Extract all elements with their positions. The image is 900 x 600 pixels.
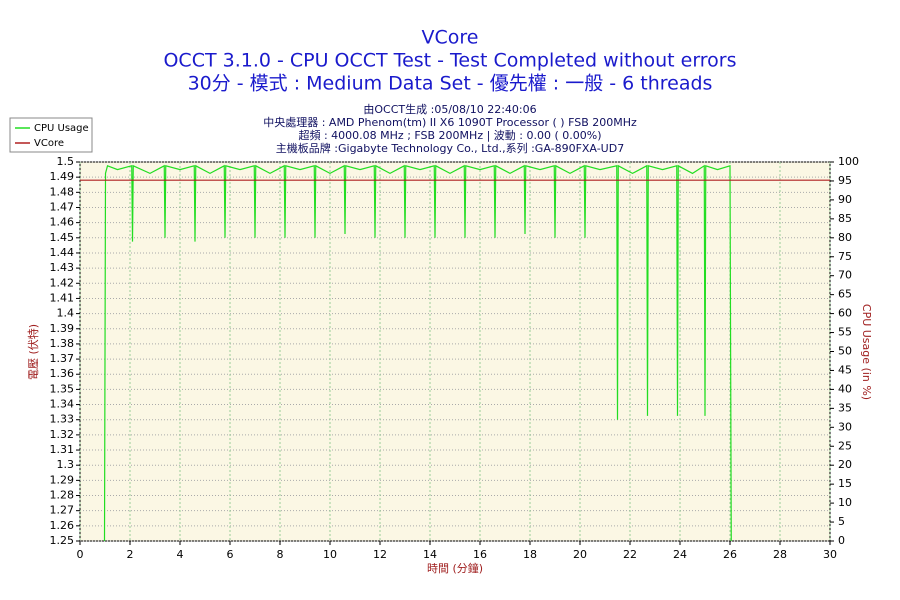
y-tick-label: 1.27 (50, 504, 75, 517)
y2-tick-label: 55 (838, 326, 852, 339)
y2-tick-label: 30 (838, 420, 852, 433)
x-tick-label: 20 (573, 548, 587, 561)
y2-tick-label: 40 (838, 382, 852, 395)
x-tick-label: 16 (473, 548, 487, 561)
x-tick-label: 12 (373, 548, 387, 561)
y-tick-label: 1.41 (50, 291, 75, 304)
x-tick-label: 14 (423, 548, 437, 561)
x-tick-label: 18 (523, 548, 537, 561)
legend (9, 117, 93, 153)
legend-label: VCore (34, 138, 64, 149)
y-tick-label: 1.49 (50, 170, 75, 183)
y-tick-label: 1.4 (57, 307, 75, 320)
x-tick-label: 30 (823, 548, 837, 561)
y-tick-label: 1.47 (50, 200, 75, 213)
legend-label: CPU Usage (34, 123, 89, 134)
y2-tick-label: 5 (838, 515, 845, 528)
y2-tick-label: 60 (838, 307, 852, 320)
y-axis-label: 電壓 (伏特) (26, 324, 40, 380)
y2-tick-label: 90 (838, 193, 852, 206)
y-tick-label: 1.33 (50, 413, 75, 426)
x-axis-label: 時間 (分鐘) (427, 561, 483, 575)
y-tick-label: 1.28 (50, 489, 75, 502)
y2-tick-label: 15 (838, 477, 852, 490)
y2-tick-label: 25 (838, 439, 852, 452)
y-tick-label: 1.37 (50, 352, 75, 365)
y-tick-label: 1.35 (50, 382, 75, 395)
y2-tick-label: 80 (838, 231, 852, 244)
y2-tick-label: 85 (838, 212, 852, 225)
y-tick-label: 1.31 (50, 443, 75, 456)
y-tick-label: 1.43 (50, 261, 75, 274)
y2-tick-label: 65 (838, 288, 852, 301)
x-tick-label: 6 (227, 548, 234, 561)
y-tick-label: 1.48 (50, 185, 75, 198)
y2-tick-label: 95 (838, 174, 852, 187)
x-tick-label: 26 (723, 548, 737, 561)
annotation: 超頻 : 4000.08 MHz ; FSB 200MHz | 波動 : 0.0… (298, 128, 601, 142)
y2-tick-label: 70 (838, 269, 852, 282)
y2-tick-label: 75 (838, 250, 852, 263)
y-tick-label: 1.36 (50, 367, 75, 380)
y-tick-label: 1.45 (50, 231, 75, 244)
data-line (103, 164, 732, 542)
y-tick-label: 1.38 (50, 337, 75, 350)
plot-area (79, 161, 831, 542)
y2-tick-label: 35 (838, 401, 852, 414)
x-tick-label: 22 (623, 548, 637, 561)
y2-tick-label: 100 (838, 155, 859, 168)
y-tick-label: 1.42 (50, 276, 75, 289)
y2-tick-label: 10 (838, 496, 852, 509)
y-tick-label: 1.3 (57, 458, 75, 471)
y-tick-label: 1.25 (50, 534, 75, 547)
x-tick-label: 8 (277, 548, 284, 561)
chart-title: VCore (422, 27, 479, 49)
annotation: 主機板品牌 :Gigabyte Technology Co., Ltd.,系列 … (276, 141, 624, 155)
y-tick-label: 1.26 (50, 519, 75, 532)
y-tick-label: 1.46 (50, 216, 75, 229)
y-tick-label: 1.29 (50, 473, 75, 486)
y-tick-label: 1.34 (50, 398, 75, 411)
x-tick-label: 10 (323, 548, 337, 561)
y-tick-label: 1.44 (50, 246, 75, 259)
lines (80, 164, 830, 542)
annotation: 由OCCT生成 :05/08/10 22:40:06 (363, 102, 536, 116)
x-tick-label: 2 (127, 548, 134, 561)
y2-axis-label: CPU Usage (in %) (860, 304, 873, 400)
y2-tick-label: 20 (838, 458, 852, 471)
chart-subtitle: 30分 - 模式 : Medium Data Set - 優先權 : 一般 - … (188, 73, 713, 95)
y-tick-label: 1.32 (50, 428, 75, 441)
y2-tick-label: 50 (838, 345, 852, 358)
y2-tick-label: 45 (838, 363, 852, 376)
y-tick-label: 1.5 (57, 155, 75, 168)
chart-subtitle: OCCT 3.1.0 - CPU OCCT Test - Test Comple… (163, 50, 736, 72)
x-tick-label: 28 (773, 548, 787, 561)
y-tick-label: 1.39 (50, 322, 75, 335)
x-tick-label: 0 (77, 548, 84, 561)
y2-tick-label: 0 (838, 534, 845, 547)
x-tick-label: 4 (177, 548, 184, 561)
x-tick-label: 24 (673, 548, 687, 561)
annotation: 中央處理器 : AMD Phenom(tm) II X6 1090T Proce… (263, 115, 637, 129)
